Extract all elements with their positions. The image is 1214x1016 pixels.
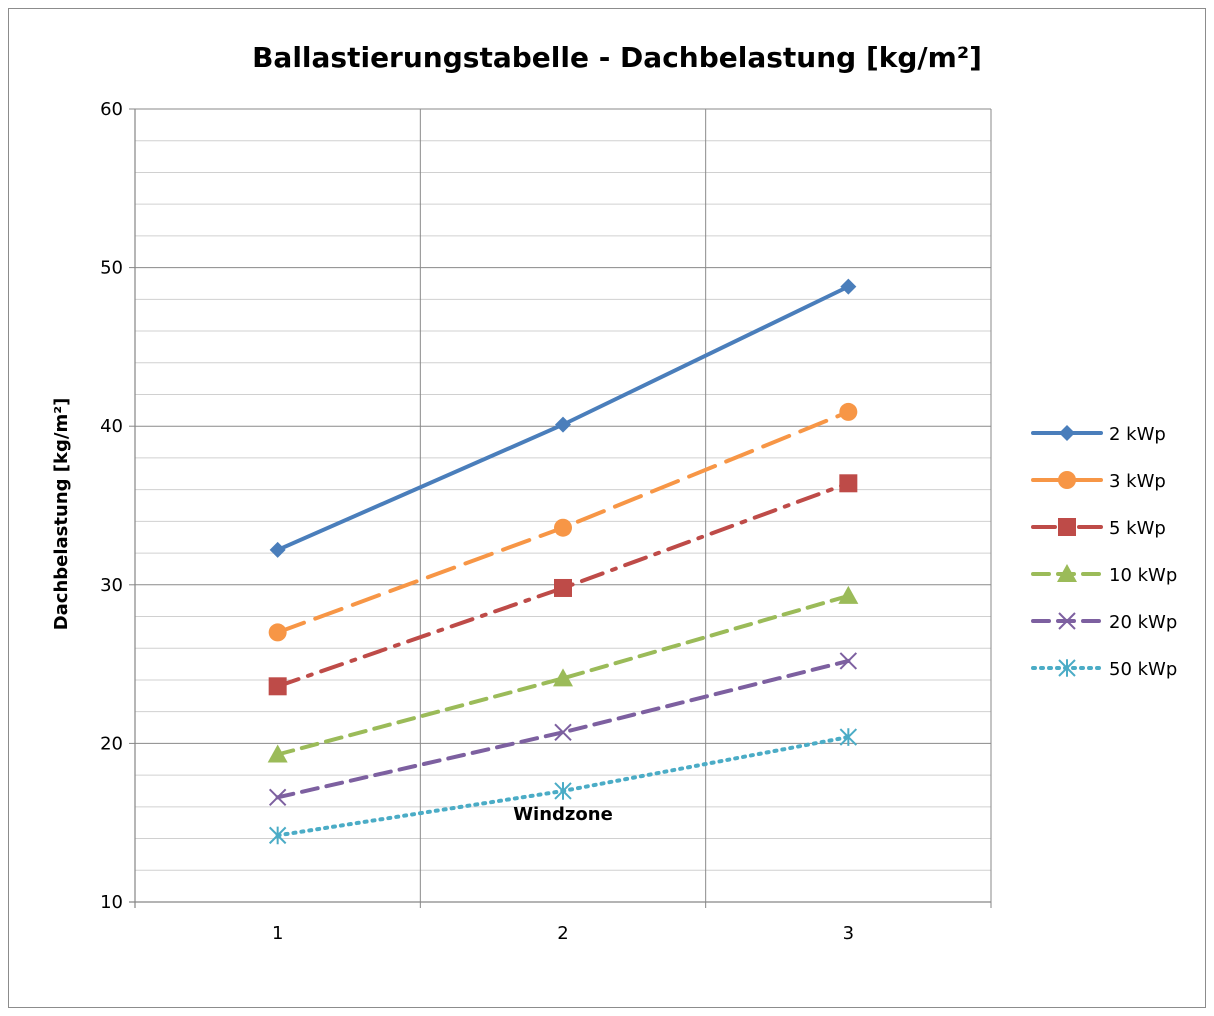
- y-tick-label: 50: [100, 258, 123, 279]
- data-point-10-kwp: [553, 668, 573, 687]
- data-point-50-kwp: [268, 826, 287, 845]
- legend-label-50-kwp: 50 kWp: [1109, 659, 1177, 680]
- legend-label-2-kwp: 2 kWp: [1109, 424, 1166, 445]
- data-point-2-kwp: [269, 541, 286, 558]
- y-tick-label: 10: [100, 892, 123, 913]
- series-line-10-kwp: [275, 593, 851, 757]
- data-point-10-kwp: [267, 744, 288, 763]
- series-line-5-kwp: [275, 481, 851, 689]
- y-tick-label: 30: [100, 575, 123, 596]
- axes: 10 20 30 40 50 60 1 2 3: [100, 99, 992, 944]
- data-point-20-kwp: [839, 652, 858, 670]
- legend-label-20-kwp: 20 kWp: [1109, 612, 1177, 633]
- x-tick-label: 3: [843, 923, 854, 944]
- x-axis-title: Windzone: [513, 804, 613, 825]
- series-3-kwp: [268, 402, 858, 642]
- y-tick-label: 60: [100, 99, 123, 120]
- legend-marker-3-kwp: [1058, 471, 1076, 489]
- data-point-20-kwp: [268, 788, 287, 807]
- legend-item-3-kwp: 3 kWp: [1031, 471, 1166, 492]
- legend-marker-50-kwp: [1058, 659, 1076, 677]
- legend-item-10-kwp: 10 kWp: [1031, 564, 1177, 586]
- x-tick-label: 2: [557, 923, 568, 944]
- legend-item-20-kwp: 20 kWp: [1031, 612, 1177, 633]
- chart-title: Ballastierungstabelle - Dachbelastung [k…: [252, 41, 982, 74]
- data-point-50-kwp: [839, 728, 858, 746]
- data-point-3-kwp: [268, 623, 287, 642]
- legend-marker-2-kwp: [1059, 425, 1075, 441]
- series-5-kwp: [268, 474, 858, 696]
- data-point-5-kwp: [839, 474, 858, 493]
- data-point-3-kwp: [839, 402, 858, 421]
- data-point-2-kwp: [840, 278, 857, 295]
- legend-label-5-kwp: 5 kWp: [1109, 518, 1166, 539]
- data-point-3-kwp: [554, 518, 572, 537]
- legend-marker-10-kwp: [1057, 564, 1077, 582]
- data-point-2-kwp: [555, 416, 571, 433]
- chart-frame: Ballastierungstabelle - Dachbelastung [k…: [8, 8, 1206, 1008]
- legend-marker-20-kwp: [1058, 612, 1076, 630]
- data-point-5-kwp: [554, 578, 572, 597]
- series-10-kwp: [267, 585, 859, 763]
- y-axis-title: Dachbelastung [kg/m²]: [51, 398, 72, 631]
- legend: 2 kWp 3 kWp 5 kWp 10 kWp 20 kWp 50 kWp: [1031, 424, 1177, 680]
- data-point-20-kwp: [554, 723, 572, 742]
- y-tick-label: 20: [100, 733, 123, 754]
- chart-svg: Ballastierungstabelle - Dachbelastung [k…: [51, 41, 1177, 944]
- series-20-kwp: [268, 652, 858, 807]
- y-tick-label: 40: [100, 416, 123, 437]
- legend-label-3-kwp: 3 kWp: [1109, 471, 1166, 492]
- data-point-10-kwp: [838, 585, 859, 604]
- legend-item-5-kwp: 5 kWp: [1031, 518, 1166, 539]
- x-tick-label: 1: [272, 923, 283, 944]
- legend-item-50-kwp: 50 kWp: [1031, 659, 1177, 680]
- series-2-kwp: [269, 278, 857, 558]
- legend-marker-5-kwp: [1058, 518, 1076, 536]
- legend-item-2-kwp: 2 kWp: [1031, 424, 1166, 445]
- series-layer: [267, 278, 859, 845]
- legend-label-10-kwp: 10 kWp: [1109, 565, 1177, 586]
- data-point-5-kwp: [268, 677, 287, 696]
- series-50-kwp: [268, 728, 858, 845]
- data-point-50-kwp: [554, 782, 572, 800]
